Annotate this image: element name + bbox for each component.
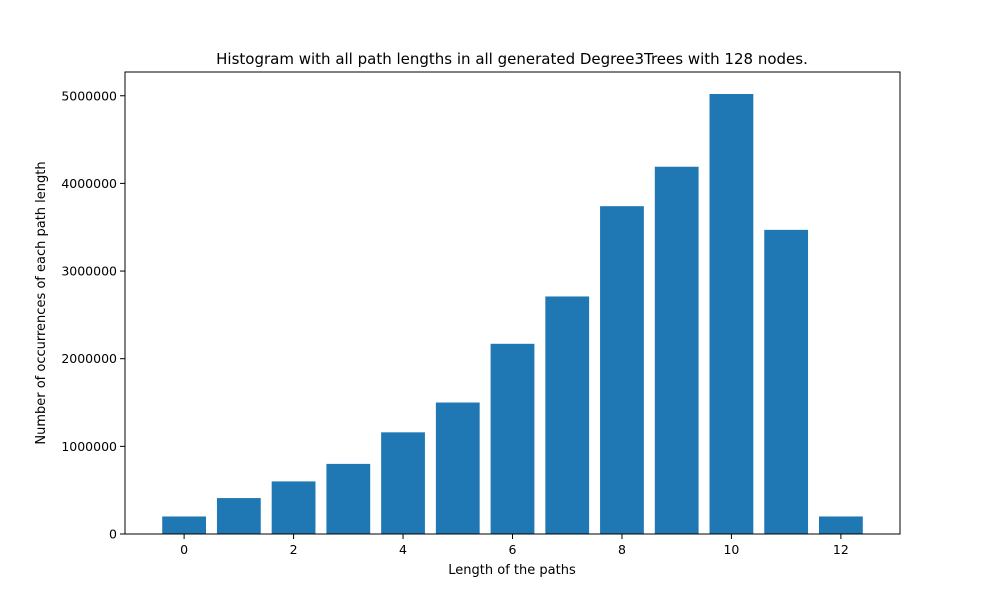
x-tick-label: 2 — [290, 542, 298, 557]
y-tick-label: 1000000 — [61, 439, 117, 454]
y-tick-label: 5000000 — [61, 88, 117, 103]
x-tick-label: 10 — [723, 542, 739, 557]
x-tick-label: 6 — [509, 542, 517, 557]
bar-length-2 — [271, 481, 316, 534]
bar-length-0 — [162, 516, 207, 534]
bar-length-12 — [818, 516, 863, 534]
bar-length-6 — [490, 343, 535, 534]
x-axis-label: Length of the paths — [448, 563, 576, 578]
bar-length-9 — [654, 166, 699, 534]
bar-length-11 — [764, 229, 809, 534]
x-tick-label: 12 — [833, 542, 849, 557]
x-tick-label: 4 — [399, 542, 407, 557]
bar-length-3 — [326, 463, 371, 534]
plot-frame — [124, 71, 901, 535]
y-tick-label: 4000000 — [61, 176, 117, 191]
y-tick-label: 2000000 — [61, 351, 117, 366]
x-axis-ticks: 0 2 4 6 8 10 12 — [180, 534, 849, 557]
bar-length-1 — [216, 498, 261, 534]
y-axis-ticks: 0 1000000 2000000 3000000 4000000 5000000 — [61, 88, 125, 542]
y-tick-label: 3000000 — [61, 264, 117, 279]
bar-length-7 — [545, 296, 590, 534]
x-tick-label: 0 — [180, 542, 188, 557]
bar-length-10 — [709, 94, 754, 534]
bar-length-4 — [381, 432, 425, 534]
bars-group — [162, 94, 863, 535]
y-axis-label: Number of occurrences of each path lengt… — [34, 161, 49, 444]
y-tick-label: 0 — [109, 527, 117, 542]
bar-length-8 — [600, 206, 644, 535]
chart-title: Histogram with all path lengths in all g… — [216, 50, 808, 68]
bar-length-5 — [435, 402, 480, 534]
x-tick-label: 8 — [618, 542, 626, 557]
